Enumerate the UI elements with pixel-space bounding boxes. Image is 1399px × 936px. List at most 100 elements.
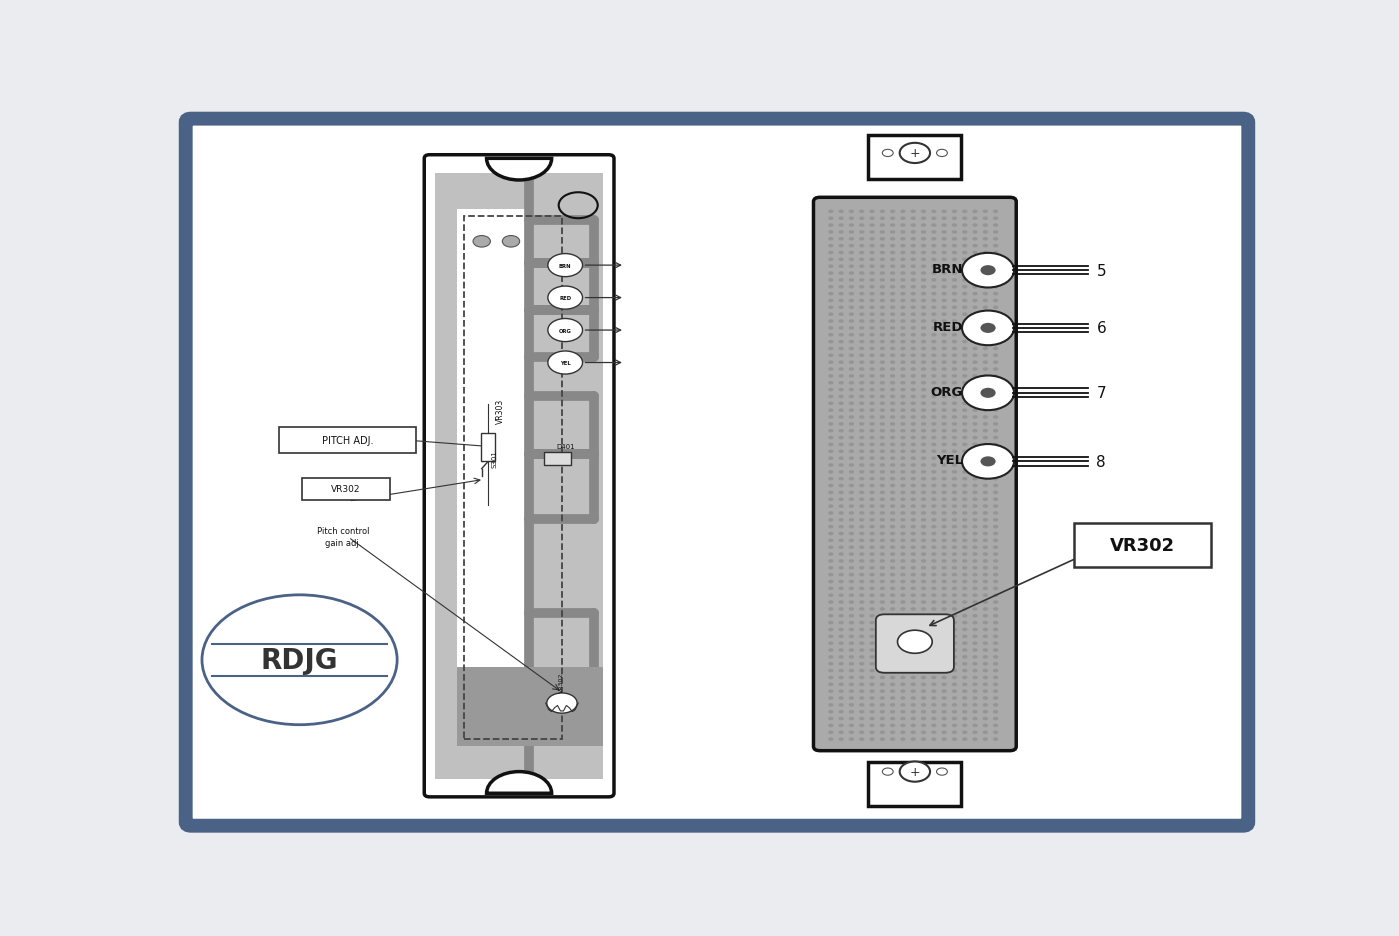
Circle shape [838,738,844,741]
Circle shape [900,471,905,475]
Circle shape [982,354,988,358]
Circle shape [869,395,874,399]
Circle shape [900,292,905,296]
Circle shape [900,313,905,316]
Circle shape [869,676,874,680]
Circle shape [993,457,999,461]
Circle shape [849,436,855,440]
Circle shape [942,491,947,494]
Circle shape [993,354,999,358]
Circle shape [859,622,865,624]
Circle shape [880,533,886,535]
Circle shape [951,505,957,508]
Circle shape [859,395,865,399]
Circle shape [900,525,905,529]
Circle shape [921,443,926,446]
Circle shape [880,341,886,344]
Circle shape [932,382,936,385]
Circle shape [921,731,926,735]
Circle shape [921,341,926,344]
Circle shape [859,388,865,392]
Circle shape [942,368,947,372]
Circle shape [993,272,999,275]
Circle shape [963,244,968,248]
Circle shape [942,717,947,721]
Wedge shape [487,159,551,181]
Circle shape [963,265,968,269]
Circle shape [972,313,978,316]
Circle shape [972,566,978,570]
Circle shape [880,484,886,488]
Circle shape [963,333,968,337]
Circle shape [921,327,926,330]
Circle shape [828,628,834,632]
Circle shape [932,560,936,563]
Circle shape [982,738,988,741]
Circle shape [911,450,916,454]
Circle shape [982,669,988,673]
Circle shape [963,402,968,405]
Circle shape [849,655,855,659]
Circle shape [900,211,905,214]
Circle shape [838,409,844,413]
Circle shape [869,505,874,508]
Circle shape [838,676,844,680]
Circle shape [972,402,978,405]
Circle shape [859,217,865,221]
Circle shape [951,669,957,673]
Circle shape [942,265,947,269]
Circle shape [972,717,978,721]
Circle shape [993,368,999,372]
Circle shape [859,587,865,591]
Circle shape [951,306,957,310]
Circle shape [921,717,926,721]
Circle shape [982,498,988,502]
Circle shape [993,491,999,494]
Circle shape [900,436,905,440]
Circle shape [890,306,895,310]
Circle shape [911,409,916,413]
Circle shape [880,320,886,324]
Circle shape [859,655,865,659]
Circle shape [982,593,988,597]
Circle shape [890,731,895,735]
Circle shape [890,546,895,549]
Circle shape [972,552,978,556]
Circle shape [880,573,886,577]
Circle shape [982,292,988,296]
Circle shape [859,669,865,673]
Circle shape [993,566,999,570]
Circle shape [890,724,895,727]
Circle shape [963,477,968,481]
Circle shape [951,607,957,611]
Circle shape [900,593,905,597]
Circle shape [942,382,947,385]
Circle shape [849,498,855,502]
Circle shape [828,211,834,214]
Circle shape [942,217,947,221]
Circle shape [890,573,895,577]
Circle shape [911,512,916,515]
Circle shape [993,306,999,310]
Circle shape [890,388,895,392]
Circle shape [951,416,957,419]
Circle shape [993,320,999,324]
Circle shape [932,231,936,235]
Circle shape [890,519,895,522]
Circle shape [900,306,905,310]
Circle shape [838,217,844,221]
Circle shape [982,573,988,577]
Circle shape [838,374,844,378]
Circle shape [838,731,844,735]
Circle shape [972,416,978,419]
Circle shape [880,724,886,727]
Circle shape [942,642,947,645]
Circle shape [859,238,865,241]
Circle shape [982,436,988,440]
Circle shape [869,628,874,632]
Circle shape [900,703,905,707]
Text: ORG: ORG [558,329,572,333]
Circle shape [880,669,886,673]
Circle shape [828,422,834,426]
Circle shape [849,252,855,255]
